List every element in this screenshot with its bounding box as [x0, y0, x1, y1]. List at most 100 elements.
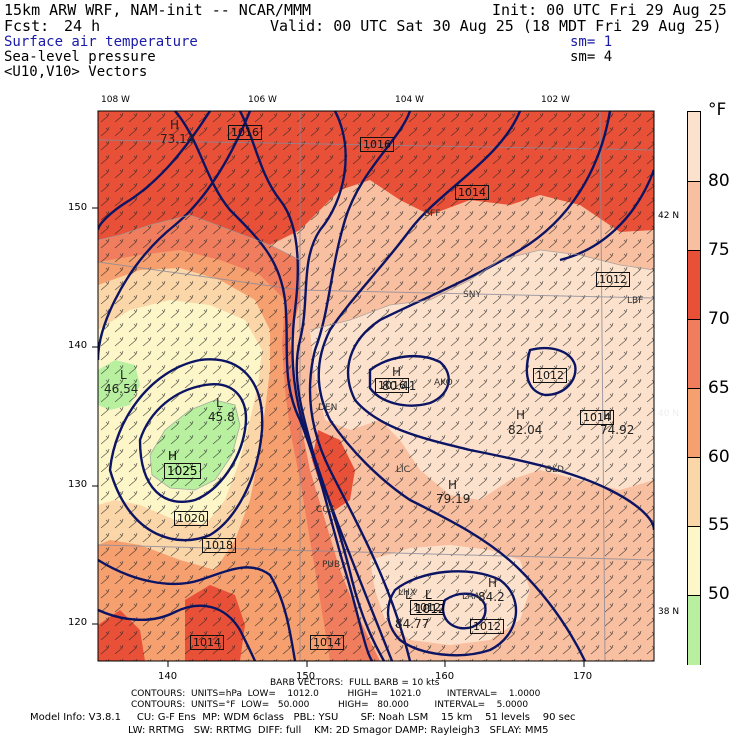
forecast-hour: 24 h	[64, 17, 101, 35]
pressure-label: 1020	[174, 511, 208, 526]
station-label: LHX	[398, 588, 416, 598]
barb-vectors-legend: BARB VECTORS: FULL BARB = 10 kts	[270, 678, 440, 688]
temp-band-front-range-70-75	[312, 430, 355, 510]
lon-label-104w: 104 W	[395, 95, 424, 105]
colorbar-tick: 60	[708, 447, 730, 467]
colorbar-unit: °F	[708, 100, 727, 120]
temp-extremum-symbol: H	[392, 365, 402, 379]
temp-extremum-value: 45.8	[208, 410, 235, 424]
field-temperature: Surface air temperature	[4, 34, 198, 50]
temp-extremum-symbol: H	[488, 576, 498, 590]
colorbar	[687, 111, 701, 665]
station-label: PUB	[322, 560, 341, 570]
colorbar-tick: 65	[708, 378, 730, 398]
colorbar-tick: 55	[708, 515, 730, 535]
model-title: 15km ARW WRF, NAM-init -- NCAR/MMM	[4, 1, 312, 19]
pressure-label: 1012	[596, 272, 630, 287]
temp-band-east-80-85	[310, 250, 654, 500]
pressure-label: 1016	[228, 125, 262, 140]
temp-extremum-value: 73.14	[160, 132, 195, 146]
grid-x-160: 160	[435, 671, 455, 682]
forecast-label: Fcst:	[4, 17, 50, 35]
temp-extremum-symbol: L	[120, 368, 127, 382]
pressure-label: 1014	[310, 635, 344, 650]
grid-y-150: 150	[68, 202, 88, 213]
station-label: COS	[316, 505, 336, 515]
colorbar-tick: 80	[708, 171, 730, 191]
station-label: AKO	[434, 378, 453, 388]
temp-extremum-symbol: H	[603, 409, 613, 423]
station-label: LIC	[396, 465, 410, 475]
colorbar-tick: 50	[708, 584, 730, 604]
temp-extremum-value: 82.04	[508, 423, 543, 437]
temp-extremum-symbol: H	[170, 118, 180, 132]
lat-label-42n: 42 N	[658, 211, 680, 221]
pressure-label: 1016	[360, 137, 394, 152]
station-label: DEN	[318, 403, 338, 413]
grid-y-140: 140	[68, 340, 88, 351]
station-label: SNY	[463, 290, 481, 300]
lat-label-38n: 38 N	[658, 607, 680, 617]
temp-extremum-symbol: H	[448, 478, 458, 492]
contours-pressure-legend: CONTOURS: UNITS=hPa LOW= 1012.0 HIGH= 10…	[131, 689, 541, 699]
grid-x-170: 170	[573, 671, 593, 682]
pressure-label: 1012	[410, 600, 444, 615]
temp-extremum-value: 84.77	[395, 617, 430, 631]
lon-label-108w: 108 W	[101, 95, 130, 105]
temp-extremum-symbol: L	[216, 396, 223, 410]
grid-x-140: 140	[158, 671, 178, 682]
colorbar-tick: 75	[708, 240, 730, 260]
pressure-center-symbol: L	[425, 588, 432, 602]
station-label: GLD	[545, 465, 564, 475]
station-label: BFF	[424, 209, 441, 219]
init-time: Init: 00 UTC Fri 29 Aug 25	[492, 1, 727, 19]
valid-time: Valid: 00 UTC Sat 30 Aug 25 (18 MDT Fri …	[270, 17, 722, 35]
field-wind-vectors: <U10,V10> Vectors	[4, 64, 148, 80]
model-info-line1: Model Info: V3.8.1 CU: G-F Ens MP: WDM 6…	[30, 712, 576, 723]
contours-temperature-legend: CONTOURS: UNITS=°F LOW= 50.000 HIGH= 80.…	[131, 700, 529, 710]
colorbar-swatch	[688, 458, 700, 527]
temp-band-west-50-55	[98, 300, 262, 525]
lon-label-102w: 102 W	[541, 95, 570, 105]
lon-label-106w: 106 W	[248, 95, 277, 105]
colorbar-swatch	[688, 251, 700, 320]
pressure-label: 1012	[533, 368, 567, 383]
pressure-center-value: 1012	[415, 602, 446, 616]
model-info-line2: LW: RRTMG SW: RRTMG DIFF: full KM: 2D Sm…	[128, 725, 549, 736]
pressure-label: 1014	[190, 635, 224, 650]
temp-extremum-symbol: L	[405, 588, 412, 602]
pressure-label: 1014	[580, 410, 614, 425]
lat-label-40n: 40 N	[658, 409, 680, 419]
field-temperature-smoothing: sm= 1	[570, 34, 613, 50]
field-pressure: Sea-level pressure	[4, 49, 156, 65]
colorbar-swatch	[688, 112, 700, 182]
pressure-label: 1018	[202, 538, 236, 553]
temp-extremum-symbol: H	[516, 408, 526, 422]
colorbar-swatch	[688, 527, 700, 596]
temp-extremum-value: 84.2	[478, 590, 505, 604]
temp-band-west-65-70	[98, 215, 380, 661]
station-label: LBF	[627, 296, 644, 306]
grid-x-150: 150	[296, 671, 316, 682]
pressure-center-symbol: H	[168, 449, 178, 463]
colorbar-swatch	[688, 389, 700, 458]
colorbar-tick: 70	[708, 309, 730, 329]
pressure-center-value: 1025	[164, 463, 201, 479]
pressure-label: 1014	[455, 185, 489, 200]
temp-extremum-value: 79.19	[436, 492, 471, 506]
temp-band-southeast-80-85	[370, 545, 530, 645]
pressure-label: 1012	[470, 619, 504, 634]
temp-extremum-value: 80.41	[382, 379, 417, 393]
grid-y-130: 130	[68, 479, 88, 490]
colorbar-swatch	[688, 596, 700, 665]
temp-extremum-value: 74.92	[600, 423, 635, 437]
temp-extremum-value: 46.54	[104, 382, 139, 396]
temp-band-west-60-65	[98, 250, 330, 661]
colorbar-swatch	[688, 320, 700, 389]
temperature-contours	[98, 214, 654, 491]
station-label: LAA	[462, 592, 480, 602]
pressure-label: 1016	[375, 378, 409, 393]
temp-band-southwest-70-75	[98, 610, 145, 661]
field-pressure-smoothing: sm= 4	[570, 49, 613, 65]
